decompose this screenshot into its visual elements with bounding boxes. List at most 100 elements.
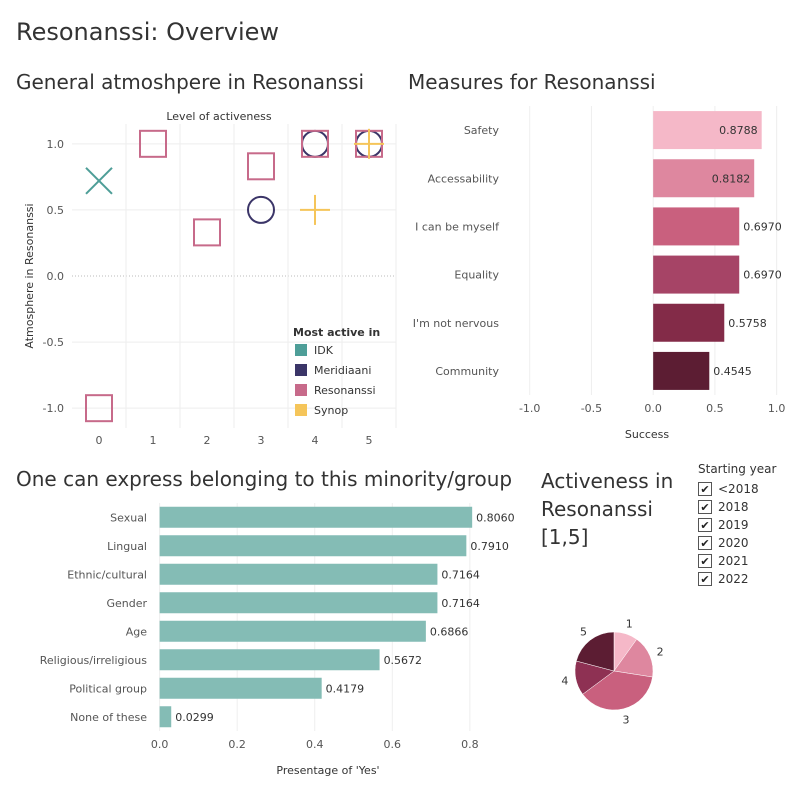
category-label: Political group	[69, 682, 147, 695]
x-tick-label: 0.0	[644, 402, 662, 415]
filter-option-label: 2022	[718, 572, 749, 586]
bar[interactable]	[159, 649, 380, 671]
filter-option[interactable]: ✔ 2022	[698, 570, 776, 588]
bar[interactable]	[653, 303, 725, 342]
checkbox[interactable]: ✔	[698, 482, 712, 496]
category-label: Safety	[464, 124, 500, 137]
x-tick-label: 0.6	[384, 738, 402, 751]
checkbox[interactable]: ✔	[698, 536, 712, 550]
x-tick-label: 0	[96, 434, 103, 447]
bar[interactable]	[653, 111, 762, 150]
scatter-point	[354, 128, 384, 159]
y-tick-label: 0.0	[47, 270, 65, 283]
bar-value-label: 0.7164	[441, 568, 480, 581]
bar-value-label: 0.5672	[384, 654, 423, 667]
category-label: None of these	[70, 711, 147, 724]
bar[interactable]	[159, 563, 438, 585]
bar[interactable]	[653, 255, 740, 294]
filter-option[interactable]: ✔ 2019	[698, 516, 776, 534]
bar[interactable]	[653, 159, 755, 198]
bar[interactable]	[653, 207, 740, 246]
pie-slice[interactable]	[613, 638, 654, 678]
square-marker	[85, 394, 113, 423]
filter-option-label: 2020	[718, 536, 749, 550]
bar-value-label: 0.4545	[713, 365, 752, 378]
checkbox[interactable]: ✔	[698, 518, 712, 532]
category-label: Gender	[106, 597, 147, 610]
y-tick-label: -0.5	[43, 336, 64, 349]
starting-year-filter: Starting year ✔ <2018 ✔ 2018 ✔ 2019 ✔ 2020 ✔ 2021…	[698, 462, 776, 588]
pie-slice-label: 2	[657, 646, 664, 659]
filter-option[interactable]: ✔ 2021	[698, 552, 776, 570]
bar-value-label: 0.8182	[712, 172, 751, 185]
chart-title: Level of activeness	[166, 110, 272, 123]
scatter-point	[193, 218, 221, 247]
bar-value-label: 0.8060	[476, 511, 515, 524]
filter-option[interactable]: ✔ 2018	[698, 498, 776, 516]
page-title: Resonanssi: Overview	[16, 18, 280, 46]
x-tick-label: -1.0	[519, 402, 540, 415]
measures-section-title: Measures for Resonanssi	[408, 70, 656, 94]
filter-option-label: <2018	[718, 482, 759, 496]
legend-swatch	[295, 404, 307, 416]
filter-option[interactable]: ✔ <2018	[698, 480, 776, 498]
bar-value-label: 0.8788	[719, 124, 758, 137]
scatter-point	[247, 152, 275, 181]
legend-swatch	[295, 384, 307, 396]
category-label: Age	[126, 625, 148, 638]
category-label: Lingual	[107, 540, 147, 553]
activeness-section-title: Activeness in Resonanssi [1,5]	[541, 467, 673, 551]
filter-option-label: 2019	[718, 518, 749, 532]
y-tick-label: -1.0	[43, 402, 64, 415]
atmosphere-scatter-chart: Level of activeness 1.0 0.5 0.0 -0.5 -1.0 0 1 2 3…	[23, 110, 397, 447]
category-label: Religious/irreligious	[40, 654, 147, 667]
square-marker	[139, 129, 167, 158]
pie-slice[interactable]	[575, 631, 615, 672]
bar-value-label: 0.6970	[743, 269, 782, 282]
bar-value-label: 0.6970	[743, 220, 782, 233]
bar[interactable]	[159, 620, 426, 642]
legend: Most active in IDK Meridiaani Resonanssi Syn…	[293, 326, 380, 417]
checkbox[interactable]: ✔	[698, 572, 712, 586]
x-tick-label: 0.4	[306, 738, 324, 751]
legend-swatch	[295, 364, 307, 376]
square-marker	[301, 129, 329, 158]
x-tick-label: 5	[366, 434, 373, 447]
checkbox[interactable]: ✔	[698, 554, 712, 568]
atmosphere-section-title: General atmoshpere in Resonanssi	[16, 70, 365, 94]
scatter-point	[301, 129, 329, 158]
bar-value-label: 0.5758	[728, 317, 767, 330]
circle-marker	[247, 195, 275, 224]
legend-label: Synop	[314, 404, 348, 417]
scatter-point	[300, 194, 330, 225]
square-marker	[193, 218, 221, 247]
x-marker-stroke	[85, 167, 113, 195]
category-label: Accessability	[428, 172, 500, 185]
bar[interactable]	[159, 535, 467, 557]
x-tick-label: 0.5	[706, 402, 724, 415]
bar[interactable]	[159, 706, 172, 728]
x-tick-label: 4	[312, 434, 319, 447]
legend-label: Meridiaani	[314, 364, 371, 377]
category-label: Sexual	[110, 511, 147, 524]
bar[interactable]	[653, 351, 710, 390]
bar[interactable]	[159, 677, 322, 699]
x-tick-label: 0.0	[151, 738, 169, 751]
activeness-title-line: Activeness in	[541, 469, 674, 493]
filter-option[interactable]: ✔ 2020	[698, 534, 776, 552]
category-label: I'm not nervous	[413, 317, 499, 330]
x-axis-label: Presentage of 'Yes'	[276, 764, 379, 777]
x-tick-label: 1.0	[768, 402, 786, 415]
x-tick-label: 0.2	[228, 738, 246, 751]
checkbox[interactable]: ✔	[698, 500, 712, 514]
belonging-bar-chart: 0.0 0.2 0.4 0.6 0.8 Sexual 0.8060 Lingual 0.7910…	[40, 503, 515, 777]
bar[interactable]	[159, 506, 473, 528]
category-label: I can be myself	[415, 220, 500, 233]
category-label: Ethnic/cultural	[67, 568, 147, 581]
bar[interactable]	[159, 592, 438, 614]
bar-value-label: 0.6866	[430, 625, 469, 638]
pie-slice[interactable]	[582, 670, 653, 711]
category-label: Community	[435, 365, 499, 378]
pie-slice-label: 3	[622, 714, 629, 727]
filter-title: Starting year	[698, 462, 777, 476]
